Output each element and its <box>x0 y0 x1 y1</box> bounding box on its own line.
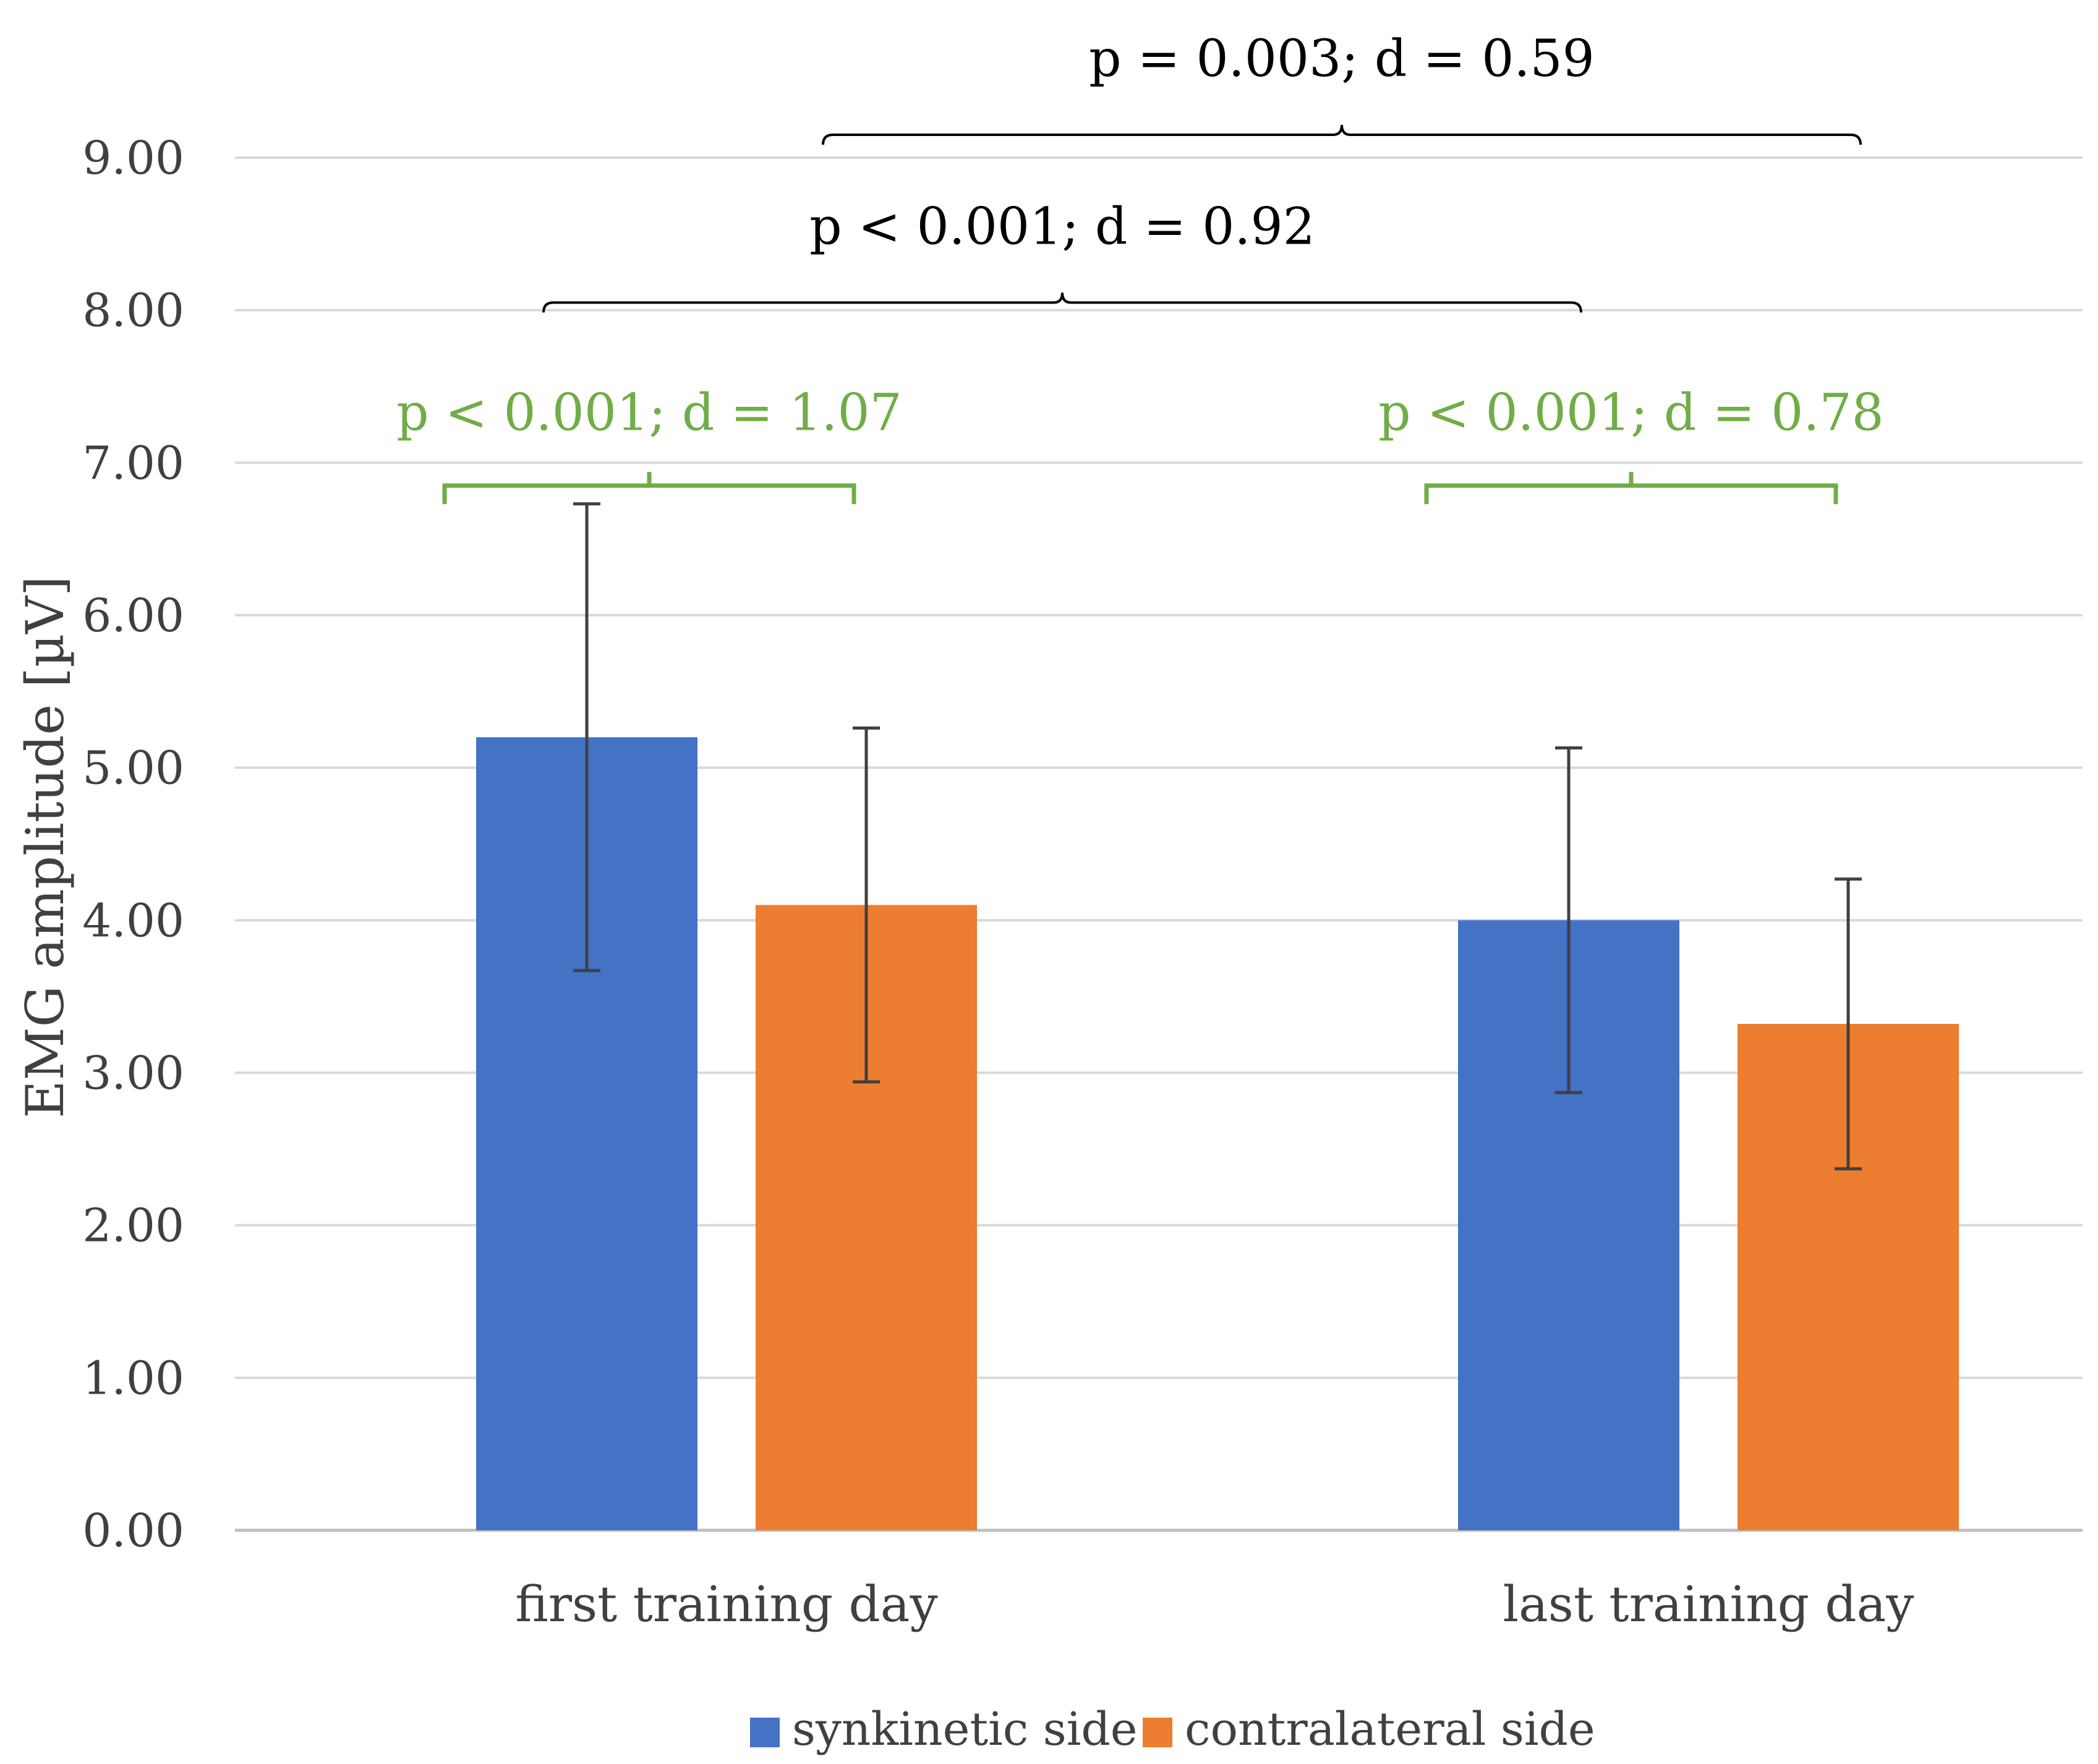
legend-label: synkinetic side <box>792 1703 1138 1756</box>
y-axis-label: EMG amplitude [µV] <box>15 576 75 1118</box>
y-tick-label: 0.00 <box>82 1504 184 1557</box>
x-tick-label: last training day <box>1503 1575 1914 1633</box>
bars <box>476 737 1959 1530</box>
y-tick-label: 2.00 <box>82 1199 184 1253</box>
y-tick-label: 9.00 <box>82 132 184 185</box>
y-tick-label: 3.00 <box>82 1047 184 1100</box>
y-tick-label: 8.00 <box>82 284 184 338</box>
significance-bracket <box>442 472 856 505</box>
significance-label: p < 0.001; d = 0.92 <box>809 197 1315 256</box>
y-tick-label: 1.00 <box>82 1352 184 1405</box>
y-tick-label: 5.00 <box>82 742 184 795</box>
y-axis-ticks: 0.00 1.00 2.00 3.00 4.00 5.00 6.00 7.00 8.00 9.00 <box>82 132 184 1557</box>
y-tick-label: 6.00 <box>82 589 184 642</box>
legend: synkinetic side contralateral side <box>750 1703 1595 1756</box>
significance-label: p = 0.003; d = 0.59 <box>1089 30 1595 88</box>
y-tick-label: 7.00 <box>82 437 184 490</box>
error-bars <box>573 502 1862 1170</box>
legend-swatch <box>1143 1718 1172 1747</box>
legend-label: contralateral side <box>1185 1703 1595 1756</box>
x-tick-label: first training day <box>515 1575 937 1633</box>
significance-annotations: p < 0.001; d = 1.07 p < 0.001; d = 0.78 p … <box>396 30 1884 505</box>
significance-brace <box>822 124 1862 145</box>
x-axis-ticks: first training day last training day <box>515 1575 1914 1633</box>
significance-bracket <box>1424 472 1838 505</box>
significance-label: p < 0.001; d = 1.07 <box>396 383 902 442</box>
y-tick-label: 4.00 <box>82 894 184 947</box>
significance-label: p < 0.001; d = 0.78 <box>1378 383 1884 442</box>
legend-swatch <box>750 1718 780 1747</box>
